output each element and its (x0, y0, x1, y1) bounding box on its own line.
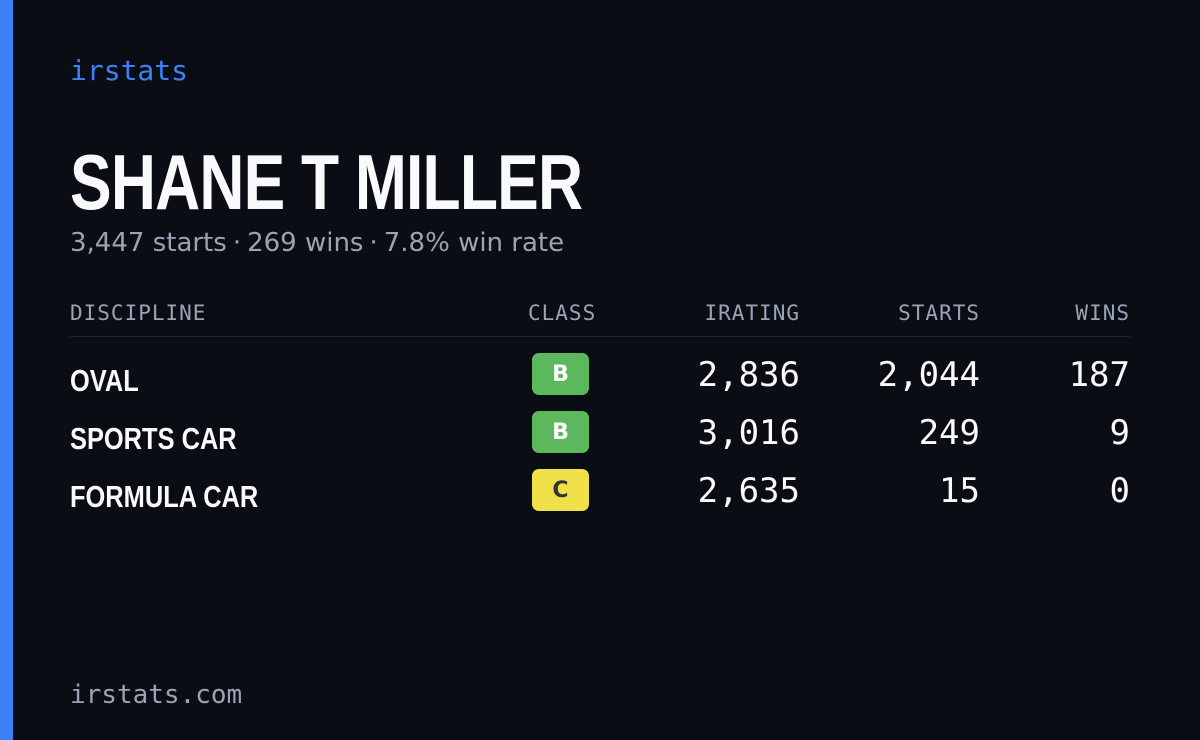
row-wins: 187 (1068, 355, 1130, 395)
license-class-badge: B (532, 411, 589, 453)
row-wins: 0 (1109, 471, 1130, 511)
header-starts: STARTS (898, 301, 980, 325)
license-class-badge: B (532, 353, 589, 395)
row-irating: 2,635 (697, 471, 800, 511)
career-summary: 3,447 starts · 269 wins · 7.8% win rate (70, 228, 564, 258)
row-starts: 15 (939, 471, 980, 511)
discipline-stats-table: DISCIPLINE CLASS IRATING STARTS WINS OVA… (70, 296, 1130, 527)
footer-url[interactable]: irstats.com (70, 680, 243, 710)
header-wins: WINS (1075, 301, 1130, 325)
header-class: CLASS (528, 301, 597, 325)
table-row: OVAL B 2,836 2,044 187 (70, 353, 1130, 411)
accent-bar (0, 0, 13, 740)
table-header: DISCIPLINE CLASS IRATING STARTS WINS (70, 296, 1130, 337)
summary-wins: 269 wins (247, 228, 364, 258)
header-irating: IRATING (704, 301, 800, 325)
table-row: SPORTS CAR B 3,016 249 9 (70, 411, 1130, 469)
driver-name: SHANE T MILLER (70, 138, 583, 226)
row-starts: 2,044 (877, 355, 980, 395)
summary-win-rate: 7.8% win rate (383, 228, 565, 258)
license-class-badge: C (532, 469, 589, 511)
summary-separator: · (369, 228, 378, 258)
header-discipline: DISCIPLINE (70, 301, 207, 325)
row-discipline: FORMULA CAR (70, 479, 259, 514)
row-wins: 9 (1109, 413, 1130, 453)
table-body: OVAL B 2,836 2,044 187 SPORTS CAR B 3,01… (70, 353, 1130, 527)
brand-logo-text: irstats (70, 54, 189, 87)
row-irating: 3,016 (697, 413, 800, 453)
row-discipline: OVAL (70, 363, 139, 398)
row-discipline: SPORTS CAR (70, 421, 237, 456)
row-irating: 2,836 (697, 355, 800, 395)
row-starts: 249 (918, 413, 980, 453)
summary-separator: · (232, 228, 242, 258)
table-row: FORMULA CAR C 2,635 15 0 (70, 469, 1130, 527)
summary-starts: 3,447 starts (70, 228, 227, 258)
